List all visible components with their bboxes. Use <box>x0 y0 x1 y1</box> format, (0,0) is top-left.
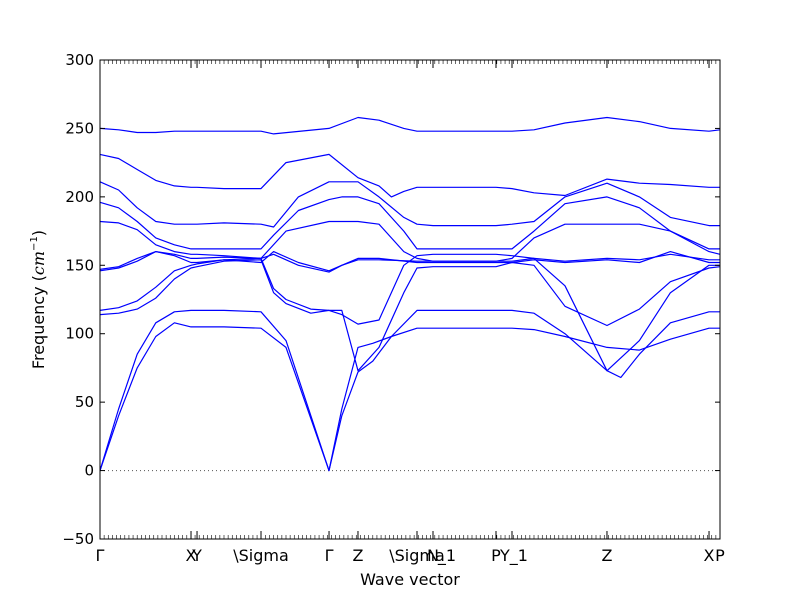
x-tick-label: \Sigma <box>233 546 289 565</box>
phonon-branch-9 <box>99 181 720 228</box>
x-tick-label: Γ <box>96 546 105 565</box>
x-tick-label: X <box>704 546 715 565</box>
x-tick-label: N <box>427 546 439 565</box>
phonon-branch-8 <box>99 196 720 250</box>
x-tick-label: \Sigma <box>389 546 445 565</box>
x-tick-label: P <box>715 546 725 565</box>
y-axis-label-unit: cm <box>29 251 48 275</box>
y-axis-label-main: Frequency ( <box>29 275 48 369</box>
y-tick-label: 50 <box>75 393 94 411</box>
x-tick-label: Z <box>601 546 612 565</box>
y-axis-label-exponent: −1 <box>29 236 40 251</box>
phonon-branch-10 <box>99 153 720 198</box>
x-axis-label: Wave vector <box>360 570 460 589</box>
phonon-branch-11 <box>99 116 721 135</box>
y-tick-label: 250 <box>65 119 94 137</box>
y-axis-ticks: −50 0 50 100 150 200 250 300 <box>62 51 720 548</box>
x-tick-label: Y_1 <box>499 546 528 566</box>
y-tick-label: 300 <box>65 51 94 69</box>
phonon-branch-4 <box>99 257 721 372</box>
phonon-branch-3 <box>99 253 720 372</box>
phonon-branch-5 <box>99 251 720 272</box>
y-tick-label: 150 <box>65 256 94 274</box>
y-tick-label: −50 <box>62 530 94 548</box>
y-axis-label: Frequency (cm−1) <box>29 230 48 369</box>
y-axis-label-close: ) <box>29 230 48 236</box>
x-tick-label: P <box>491 546 501 565</box>
y-tick-label: 0 <box>84 462 94 480</box>
x-tick-label: Z <box>352 546 363 565</box>
series-group <box>99 116 721 472</box>
phonon-branch-2 <box>99 309 720 472</box>
phonon-branch-6 <box>99 251 720 273</box>
y-tick-label: 100 <box>65 325 94 343</box>
phonon-branch-1 <box>99 322 720 472</box>
x-tick-label: Γ <box>325 546 334 565</box>
plot-frame <box>99 59 721 540</box>
x-tick-label: Y <box>191 546 202 565</box>
plot-area <box>99 116 721 472</box>
x-tick-label: _1 <box>437 546 456 566</box>
x-tick-label: X <box>186 546 197 565</box>
phonon-branch-7 <box>99 220 721 262</box>
y-tick-label: 200 <box>65 188 94 206</box>
